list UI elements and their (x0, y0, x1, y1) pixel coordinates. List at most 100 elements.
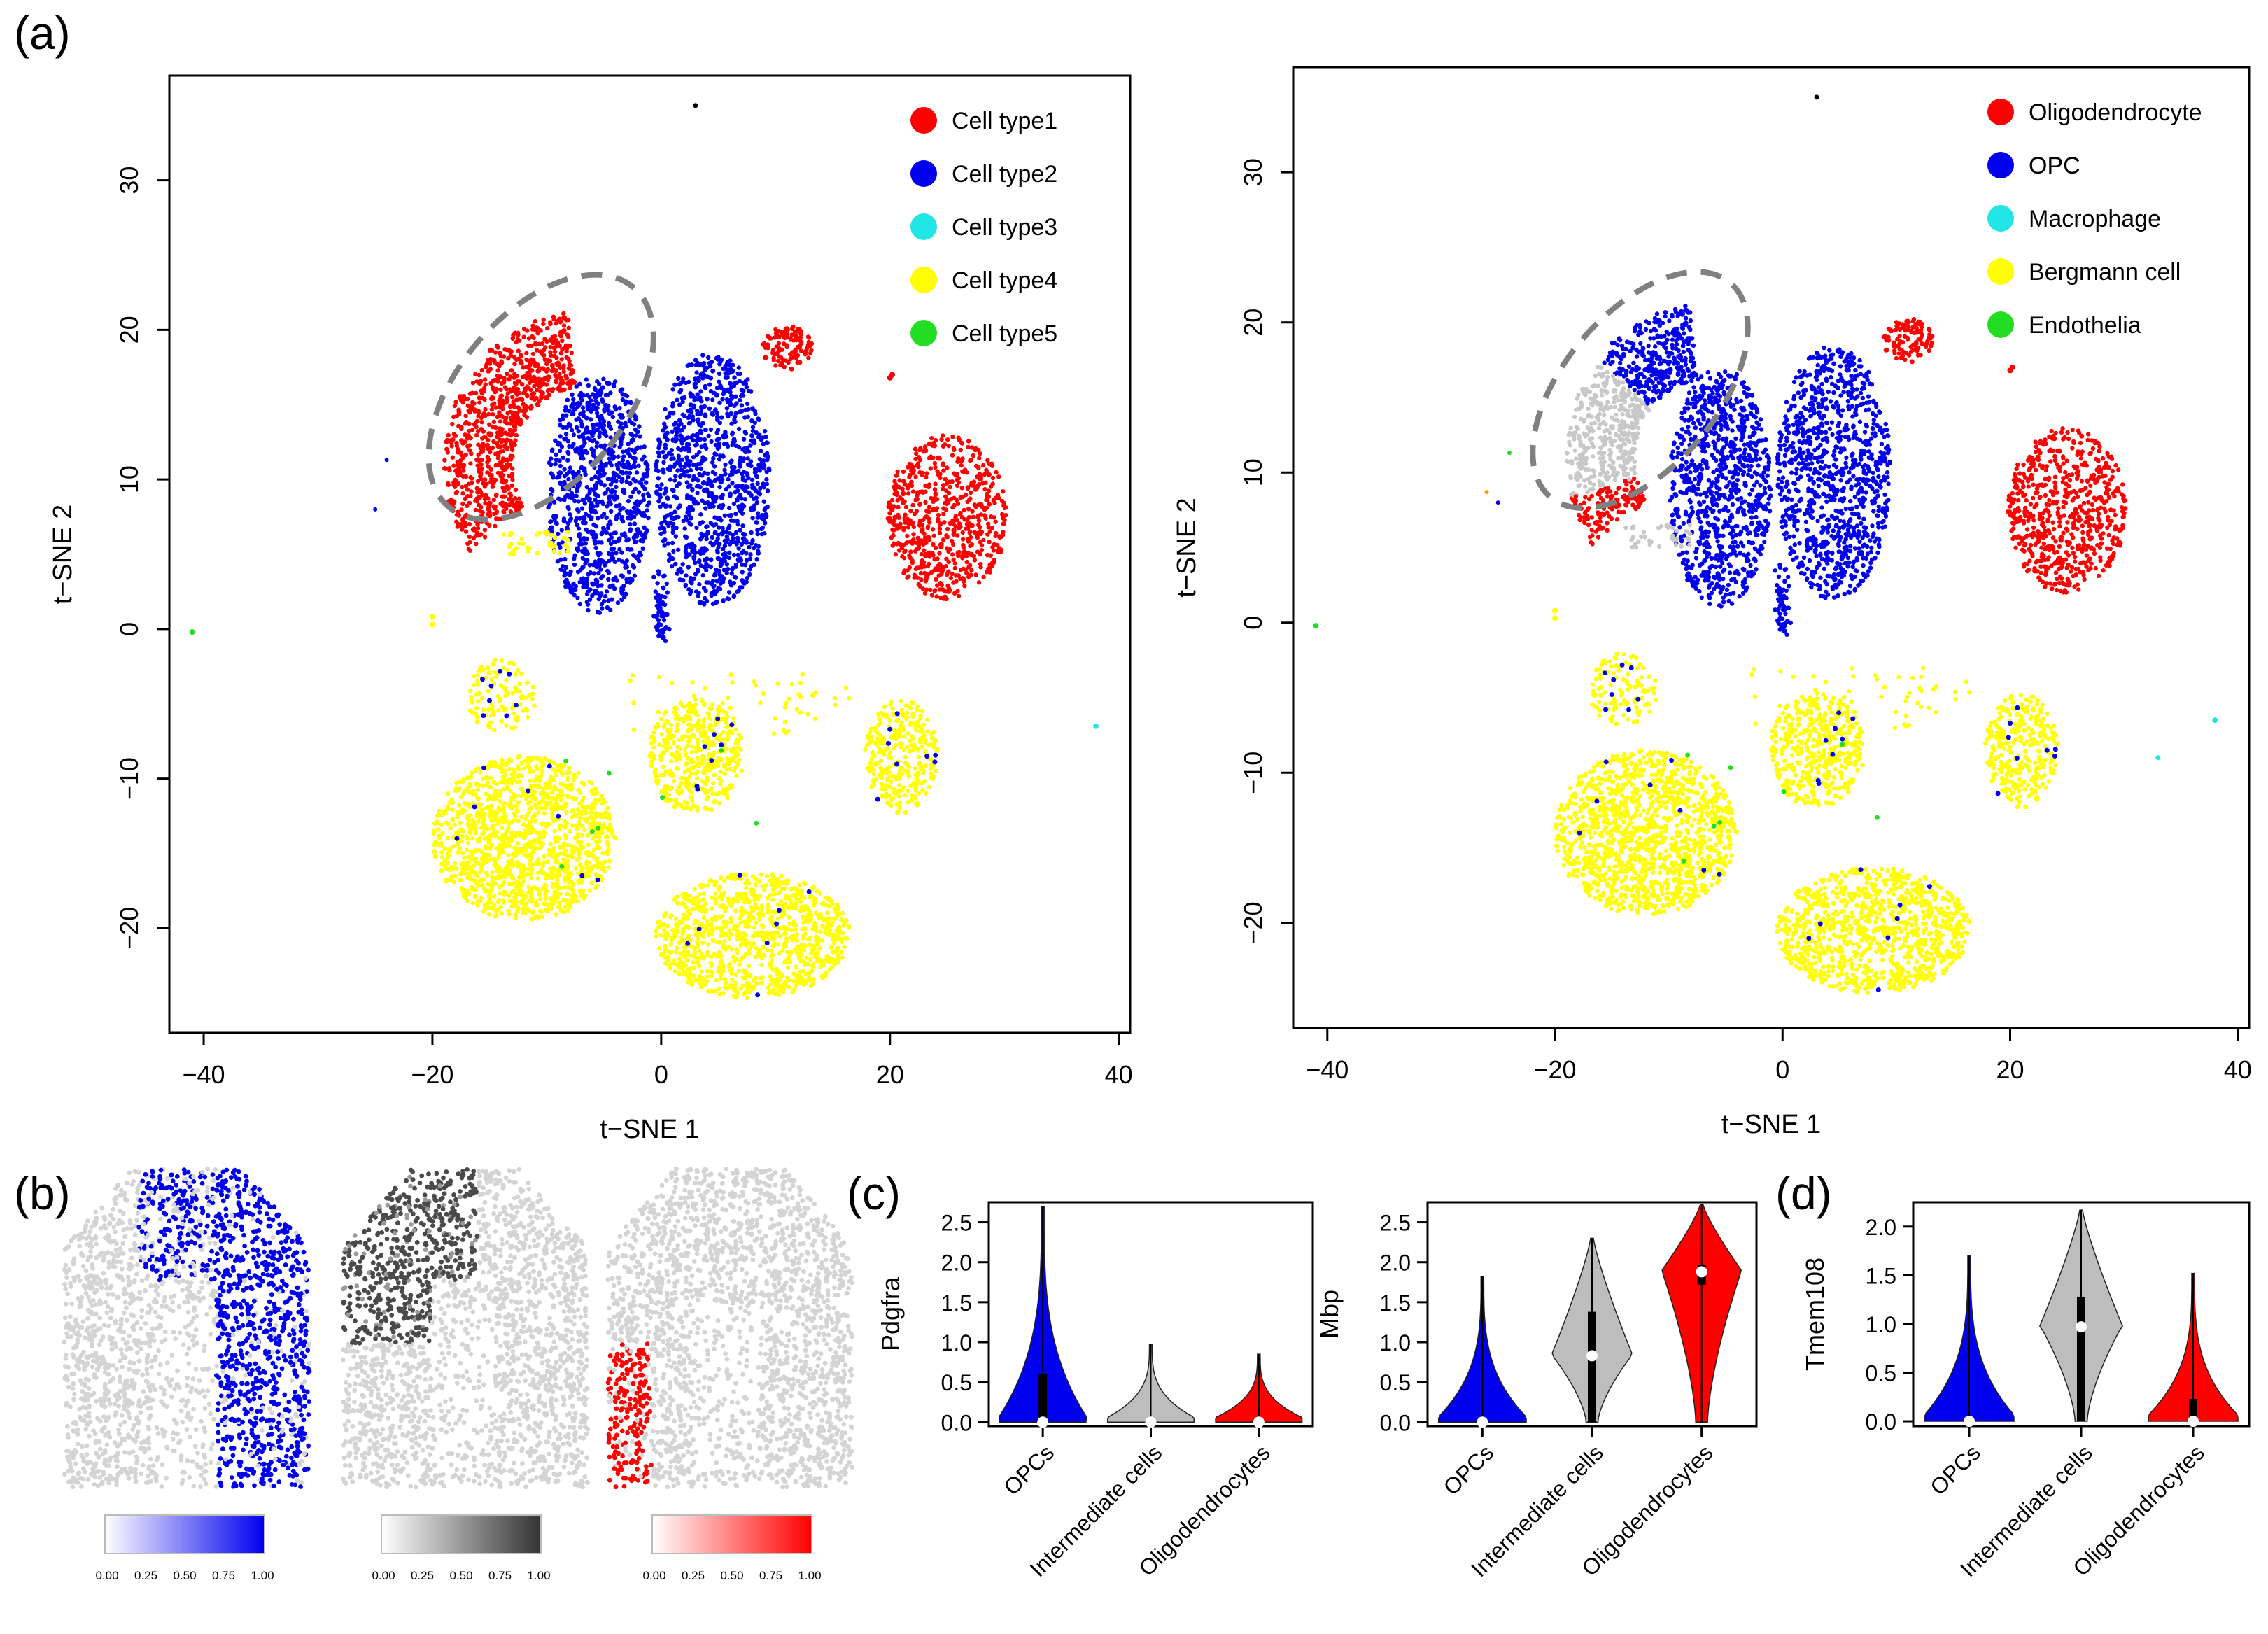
cell-point (617, 536, 622, 541)
cell-point (700, 376, 705, 381)
cell-point (744, 538, 749, 543)
cell-point (945, 526, 950, 532)
cell-point (554, 801, 558, 806)
cell-point (507, 428, 512, 432)
cell-point (896, 548, 902, 553)
cell-point (741, 437, 747, 442)
cell-point (924, 514, 929, 519)
cell-point (731, 593, 737, 598)
x-tick-label: 20 (876, 1060, 904, 1089)
cell-point (450, 421, 455, 427)
cell-point (446, 853, 451, 858)
cell-point (509, 474, 514, 479)
cell-point (968, 458, 973, 463)
cell-point (700, 573, 705, 578)
cell-point (540, 821, 546, 826)
cell-point (547, 847, 551, 853)
cell-point (742, 532, 747, 537)
cell-point (558, 434, 563, 439)
cell-point (694, 438, 699, 444)
cell-point (645, 463, 650, 468)
cell-point (950, 571, 955, 577)
cell-point (498, 404, 502, 409)
cell-point (721, 598, 726, 603)
cell-point (519, 793, 523, 798)
cell-point (535, 369, 540, 374)
cell-point (515, 905, 521, 910)
cell-point (702, 437, 707, 442)
cell-point (508, 374, 513, 379)
cell-point (690, 477, 696, 483)
cell-point (495, 444, 500, 449)
cell-point (569, 404, 574, 409)
cell-point (599, 591, 604, 596)
cell-point (700, 353, 705, 358)
cell-point (607, 519, 612, 524)
cell-point (693, 443, 698, 448)
cell-point (495, 781, 500, 787)
cell-point (537, 908, 543, 913)
cell-point (937, 526, 943, 531)
cell-point (545, 378, 551, 383)
cell-point (524, 351, 529, 356)
cell-point (741, 549, 746, 554)
cell-point (698, 428, 703, 433)
cell-point (474, 781, 479, 787)
cell-point (582, 501, 587, 506)
cell-point (1001, 516, 1006, 521)
cell-point (446, 432, 451, 438)
cell-point (541, 829, 546, 834)
cell-point (493, 814, 499, 819)
cell-point (499, 394, 504, 399)
cell-point (609, 490, 614, 495)
cell-point (472, 528, 477, 533)
cell-point (554, 379, 558, 385)
cell-point (610, 831, 614, 836)
cell-point (905, 575, 910, 580)
cell-point (461, 468, 466, 473)
cell-point (540, 341, 545, 346)
cell-point (619, 589, 624, 594)
cell-point (929, 435, 934, 441)
cell-point (538, 328, 543, 333)
cell-point (933, 493, 938, 498)
cell-point (469, 857, 474, 861)
cell-point (432, 821, 437, 826)
cell-point (544, 382, 549, 387)
cell-point (565, 908, 571, 913)
cell-point (512, 355, 517, 360)
panel-label-d: (d) (1775, 1167, 1832, 1219)
cell-point (688, 467, 693, 473)
cell-point (735, 552, 740, 558)
cell-point (566, 766, 572, 770)
cell-point (533, 783, 537, 789)
cell-point (670, 429, 675, 435)
cell-point (561, 323, 567, 328)
cell-point (1001, 521, 1006, 526)
cell-point (965, 486, 971, 491)
cell-point (686, 415, 691, 421)
cell-point (718, 359, 724, 364)
cell-point (488, 775, 493, 780)
cell-point (945, 465, 950, 470)
cell-point (632, 521, 638, 526)
cell-point (548, 902, 554, 908)
cell-point (709, 591, 714, 596)
cell-point (474, 496, 479, 501)
cell-point (913, 456, 918, 462)
cell-point (736, 588, 742, 593)
cell-point (710, 601, 716, 606)
cell-point (595, 500, 600, 506)
cell-point (592, 864, 597, 869)
cell-point (523, 903, 528, 908)
cell-point (791, 971, 796, 976)
cell-point (510, 414, 515, 419)
cell-point (510, 335, 516, 340)
cell-point (607, 859, 612, 864)
cell-point (515, 909, 520, 914)
cell-point (616, 454, 621, 459)
cell-point (593, 814, 599, 819)
cell-point (456, 521, 460, 527)
cell-point (600, 427, 606, 432)
cell-point (485, 470, 490, 475)
